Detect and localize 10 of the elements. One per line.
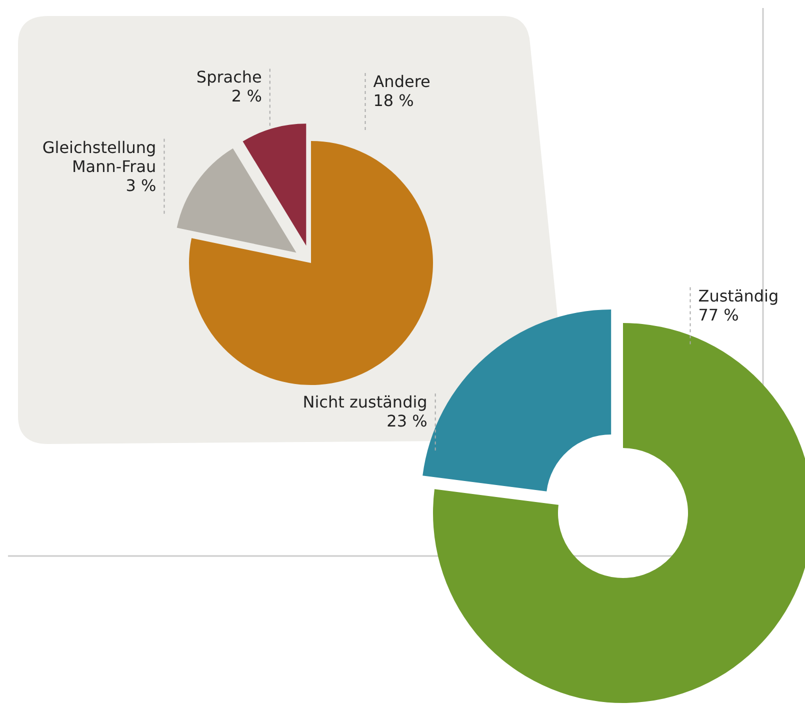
slice-label: Sprache bbox=[196, 68, 262, 87]
slice-label: Gleichstellung Mann-Frau bbox=[42, 138, 156, 176]
data-label: 2 % bbox=[231, 86, 262, 106]
slice-label: Nicht zuständig bbox=[302, 392, 428, 412]
slice-label: Zuständig bbox=[698, 286, 779, 306]
data-label: 23 % bbox=[386, 411, 428, 430]
data-label: 77 % bbox=[698, 305, 739, 324]
data-label: 3 % bbox=[126, 176, 156, 195]
data-label: 18 % bbox=[373, 90, 414, 110]
slice-label: Andere bbox=[373, 72, 430, 91]
